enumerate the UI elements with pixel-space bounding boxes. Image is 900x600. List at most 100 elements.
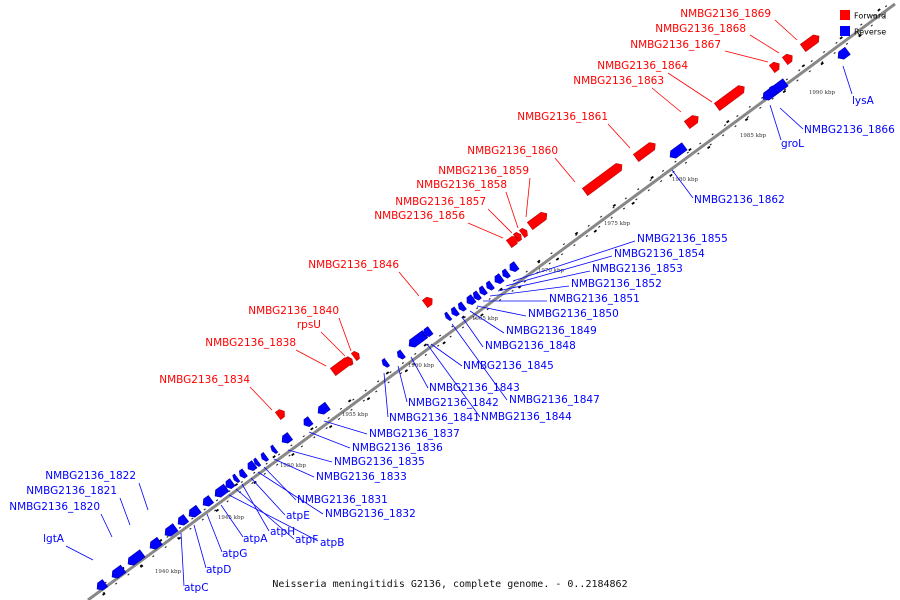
gene-arrow-body [225,478,236,489]
gene-label-nmbg2136_1836: NMBG2136_1836 [352,442,443,454]
major-tick-mark [234,483,239,487]
leader-line [779,107,804,130]
gene-arrow-nmbg2136_1833 [270,444,279,454]
gene-arrow-nmbg2136_1863 [683,115,699,129]
leader-line [273,458,315,478]
tick-mark [822,50,826,54]
tick-mark [449,335,452,338]
tick-mark [884,5,888,8]
gene-arrow-body [485,280,495,291]
leader-line [410,356,429,389]
tick-mark [399,372,403,375]
gene-arrow-body [188,504,202,518]
major-tick-mark [782,89,787,94]
tick-mark [624,197,628,200]
leader-line [489,285,570,297]
gene-arrow-body [450,306,460,317]
gene-label-nmbg2136_1852: NMBG2136_1852 [571,278,662,290]
gene-arrow-body [317,401,331,415]
gene-arrow-body [149,536,163,550]
leader-line [505,191,519,229]
tick-mark [424,353,427,356]
tick-mark [300,445,304,448]
tick-mark [845,42,849,45]
gene-label-nmbg2136_1844: NMBG2136_1844 [481,411,572,423]
leader-line [651,87,682,113]
leader-line [383,372,389,418]
leader-line [257,471,324,515]
tick-mark [240,480,243,484]
gene-arrow-nmbg2136_1822 [164,523,179,537]
tick-mark [647,189,650,192]
leader-line [250,477,286,516]
gene-label-atpa: atpA [243,533,268,545]
tick-mark [649,179,652,182]
tick-mark [660,180,663,183]
tick-mark [872,14,875,17]
leader-line [749,34,780,54]
gene-arrow-nmbg2136_1847 [444,311,453,321]
leader-line [241,483,270,532]
gene-label-nmbg2136_1859: NMBG2136_1859 [438,165,529,177]
tick-mark [575,233,578,237]
major-tick-mark [650,175,654,180]
tick-mark [697,152,700,155]
tick-mark [759,106,762,109]
major-tick-mark [669,173,673,177]
tick-mark [635,198,638,201]
gene-arrow-body [762,78,789,101]
tick-mark [313,436,316,439]
gene-arrow-nmbg2136_1845 [450,306,460,317]
tick-mark [178,526,182,529]
gene-label-nmbg2136_1855: NMBG2136_1855 [637,233,728,245]
tick-mark [474,317,477,320]
leader-line [100,513,113,538]
tick-mark [486,308,489,311]
tick-mark [164,546,167,549]
gene-arrow-nmbg2136_1834 [274,409,285,420]
major-tick-mark [385,371,390,375]
leader-line [295,349,327,367]
tick-mark [684,161,688,164]
tick-mark [401,362,405,365]
kbp-label: 1945 kbp [218,515,245,521]
major-tick-mark [801,64,806,68]
major-tick-mark [272,455,276,459]
tick-mark [550,252,553,255]
gene-label-nmbg2136_1842: NMBG2136_1842 [408,397,499,409]
gene-arrow-nmbg2136_1840 [350,350,360,361]
tick-mark [412,363,415,366]
major-tick-mark [688,147,692,152]
tick-mark [263,472,266,475]
gene-label-nmbg2136_1837: NMBG2136_1837 [369,428,460,440]
gene-arrow-nmbg2136_1848 [457,301,467,312]
gene-arrow-nmbg2136_1853 [494,273,505,284]
legend-reverse-label: Reverse [854,28,886,37]
gene-label-nmbg2136_1843: NMBG2136_1843 [429,382,520,394]
leader-line [426,343,481,418]
major-tick-mark [707,145,711,150]
gene-arrow-atpd [188,504,202,518]
tick-mark [637,188,640,191]
leader-line [206,513,223,553]
gene-arrow-nmbg2136_1867 [768,61,780,73]
tick-mark [709,143,712,146]
gene-arrow-body [837,46,851,60]
gene-label-nmbg2136_1864: NMBG2136_1864 [597,60,688,72]
leader-line [430,343,463,367]
gene-arrow-body [281,432,294,444]
gene-arrow-nmbg2136_1849 [466,294,477,305]
gene-label-nmbg2136_1849: NMBG2136_1849 [506,325,597,337]
leader-line [467,222,504,239]
major-tick-mark [631,201,635,205]
major-tick-mark [215,508,219,513]
genome-title: Neisseria meningitidis G2136, complete g… [272,579,627,590]
gene-arrow-body [303,416,314,427]
gene-label-nmbg2136_1835: NMBG2136_1835 [334,456,425,468]
major-tick-mark [499,287,503,291]
tick-mark [599,215,603,218]
gene-arrow-body [396,349,406,360]
gene-arrow-lgta [111,564,127,579]
gene-label-nmbg2136_1840: NMBG2136_1840 [248,305,339,317]
tick-mark [364,389,367,392]
